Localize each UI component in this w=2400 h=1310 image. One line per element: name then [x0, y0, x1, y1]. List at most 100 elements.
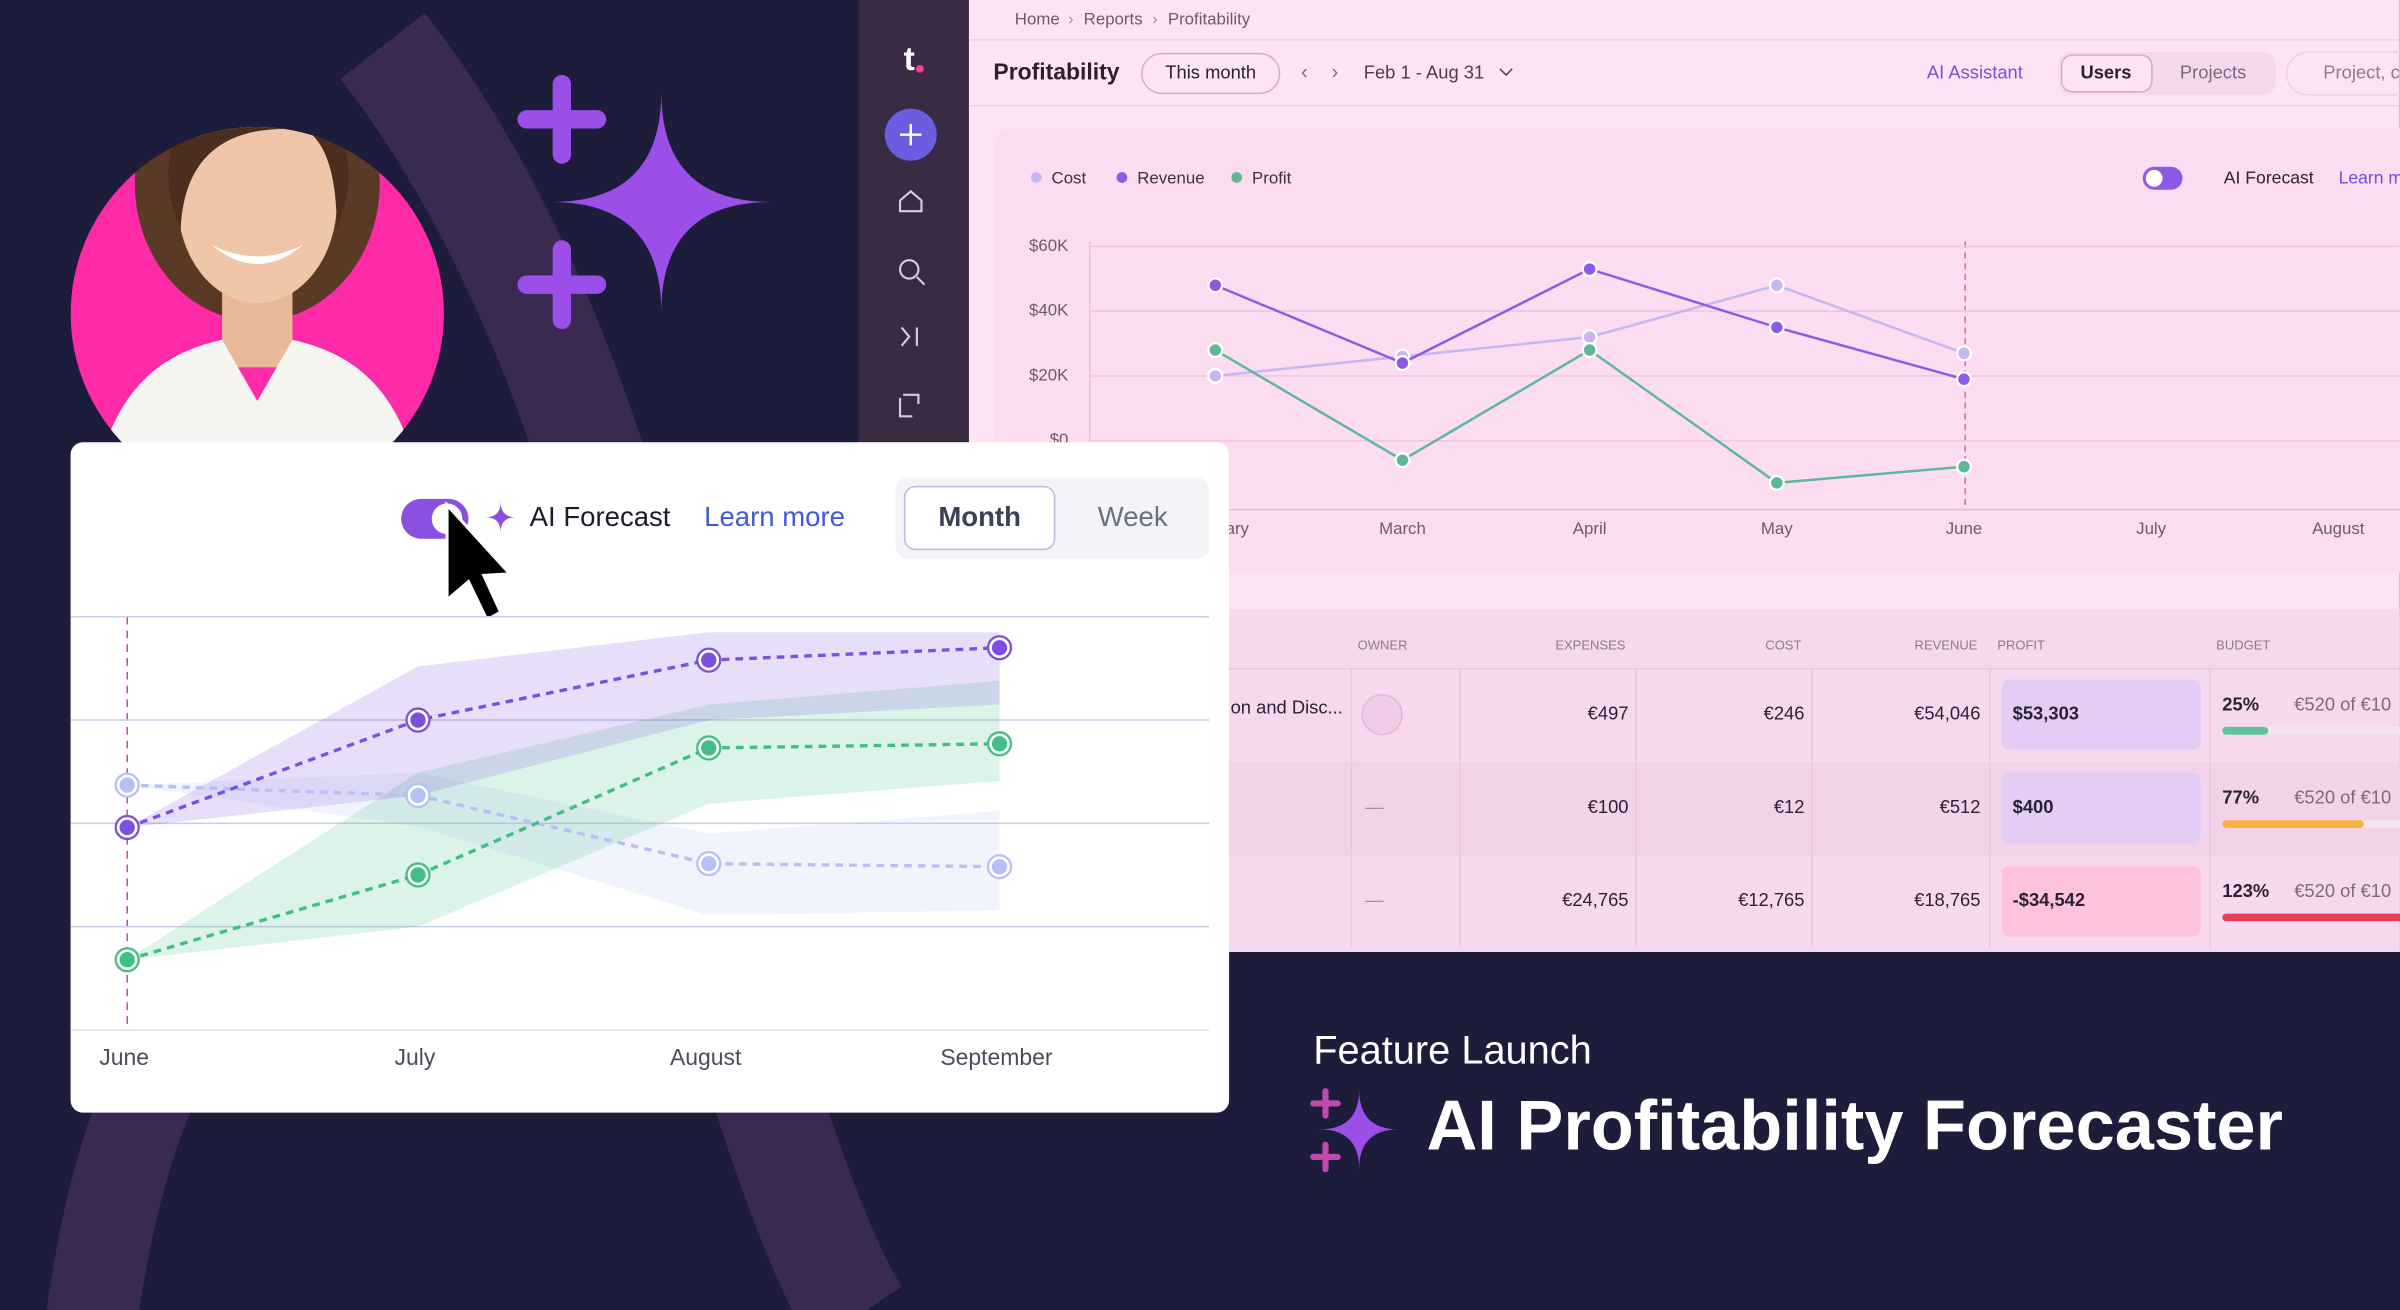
caret	[1499, 68, 1513, 77]
kicker: Feature Launch	[1313, 1028, 1592, 1072]
tab[interactable]: Month	[938, 501, 1021, 532]
forecast-card	[70, 442, 1230, 1113]
headline: AI Profitability Forecaster	[1426, 1086, 2282, 1165]
tab-active[interactable]	[903, 485, 1056, 551]
page-title: Profitability	[993, 59, 1119, 85]
expenses: €497	[1588, 703, 1629, 724]
header: BUDGET	[2216, 637, 2270, 652]
point	[1207, 342, 1224, 359]
profit: $53,303	[2013, 703, 2079, 724]
sparkle-plus	[1310, 1088, 1341, 1173]
point	[701, 855, 717, 872]
owner: —	[1365, 796, 1384, 817]
logo: t	[904, 41, 915, 78]
prev[interactable]: ‹	[1301, 62, 1308, 84]
point	[1768, 474, 1785, 491]
crumb[interactable]: Reports	[1084, 9, 1143, 28]
header: REVENUE	[1915, 637, 1978, 652]
budget-pct: 123%	[2222, 880, 2269, 901]
x-tick-label: May	[1761, 519, 1793, 538]
x-tick-label: September	[940, 1044, 1053, 1070]
learn-more[interactable]: Learn more	[2339, 168, 2400, 188]
home-icon[interactable]	[898, 189, 923, 213]
forecast-label: AI Forecast	[530, 501, 671, 532]
ai-assistant[interactable]: AI Assistant	[1927, 61, 2023, 82]
tab[interactable]: Projects	[2180, 61, 2246, 82]
header: OWNER	[1358, 637, 1408, 652]
point	[991, 736, 1008, 752]
expenses: €100	[1588, 796, 1629, 817]
revenue: €54,046	[1914, 703, 1980, 724]
learn-more[interactable]: Learn more	[704, 501, 845, 532]
x-tick-label: July	[2136, 519, 2167, 538]
x-tick-label: March	[1379, 519, 1426, 538]
revenue: €18,765	[1914, 889, 1980, 910]
add-icon	[900, 123, 922, 146]
profit-cell	[2001, 679, 2201, 750]
x-tick-label: April	[1573, 519, 1607, 538]
point	[1394, 452, 1411, 469]
point	[119, 952, 135, 968]
point	[1768, 277, 1785, 294]
budget-text: €520 of €10	[2294, 880, 2391, 901]
sparkle	[551, 91, 772, 313]
point	[1581, 261, 1598, 278]
budget-bar	[2222, 913, 2400, 922]
profit: -$34,542	[2013, 889, 2085, 910]
period-button[interactable]	[1141, 52, 1281, 95]
tab[interactable]: Week	[1098, 501, 1168, 532]
cost: €12	[1774, 796, 1805, 817]
legend-label: Profit	[1252, 169, 1292, 188]
tab[interactable]: Users	[2080, 61, 2131, 82]
chart-panel	[994, 128, 2400, 573]
point	[410, 787, 426, 804]
date-range[interactable]: Feb 1 - Aug 31	[1364, 61, 1484, 82]
forecast-band	[127, 632, 1000, 828]
expenses: €24,765	[1562, 889, 1628, 910]
forecast-line	[126, 742, 1000, 962]
nav-icons[interactable]	[898, 276, 926, 418]
budget-text: €520 of €10	[2294, 787, 2391, 808]
search-box[interactable]	[2285, 51, 2400, 96]
logo-dot	[916, 65, 924, 73]
point	[1768, 319, 1785, 336]
profit: $400	[2013, 796, 2054, 817]
budget-bar	[2222, 726, 2269, 735]
forecast-label: AI Forecast	[2224, 168, 2314, 188]
point	[1207, 367, 1224, 384]
sparkle	[1319, 1089, 1399, 1170]
forecast-line	[126, 646, 1000, 830]
next[interactable]: ›	[1332, 62, 1339, 84]
revenue: €512	[1940, 796, 1981, 817]
budget-pct: 77%	[2222, 787, 2259, 808]
point	[1394, 354, 1411, 372]
period: This month	[1165, 61, 1256, 82]
crumb[interactable]: Home	[1015, 9, 1060, 28]
y-tick-label: $40K	[1029, 301, 1069, 320]
forecast-band	[127, 680, 1000, 960]
x-tick-label: June	[1946, 519, 1983, 538]
tab-active[interactable]	[2060, 54, 2153, 93]
point	[991, 640, 1008, 656]
avatar	[1361, 694, 1403, 736]
budget-bar	[2222, 820, 2364, 828]
legend-label: Cost	[1052, 169, 1087, 188]
profit-cell	[2001, 772, 2201, 844]
point	[1955, 371, 1972, 388]
legend-swatch	[1116, 172, 1128, 183]
budget-text: €520 of €10	[2294, 693, 2391, 714]
profit-cell	[2001, 866, 2201, 937]
point	[991, 859, 1008, 875]
forecast-line	[127, 783, 1000, 869]
point	[1581, 342, 1598, 359]
x-tick-label: July	[395, 1044, 436, 1070]
forecast-band	[127, 772, 1000, 916]
point	[701, 652, 717, 668]
search-icon[interactable]	[898, 259, 920, 280]
crumb: Profitability	[1168, 9, 1251, 28]
y-tick-label: $60K	[1029, 236, 1069, 255]
cost: €246	[1764, 703, 1805, 724]
x-tick-label: June	[99, 1044, 149, 1070]
project: on and Disc...	[1231, 696, 1343, 717]
